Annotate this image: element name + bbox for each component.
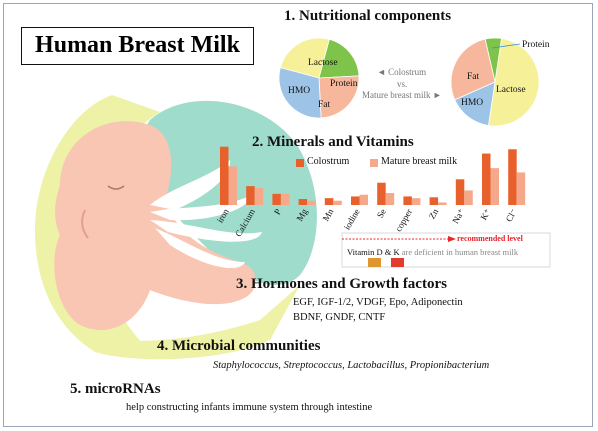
milk-streams [150, 160, 262, 269]
bar-colostrum-3 [298, 199, 308, 205]
baby-body [54, 121, 256, 331]
figure-border [3, 3, 593, 427]
bar-mature-8 [438, 202, 447, 205]
bar-colostrum-1 [246, 186, 255, 205]
vitamin-note-prefix: Vitamin D & K [347, 247, 400, 257]
mature-pie-slice-lactose [487, 38, 540, 127]
pie-mature-hmo-label: HMO [461, 98, 484, 108]
mature-pie-slice-fat [450, 38, 496, 101]
section-microbial: 4. Microbial communities [157, 338, 321, 354]
pie-colostrum-fat-label: Fat [318, 100, 331, 110]
page-title: Human Breast Milk [35, 32, 240, 58]
bar-colostrum-8 [429, 197, 439, 205]
bar-colostrum-2 [272, 193, 281, 205]
hormones-line-2: BDNF, GNDF, CNTF [293, 312, 386, 323]
bar-colostrum-4 [324, 198, 334, 205]
section-micrornas: 5. microRNAs [70, 381, 161, 397]
pie-mature-lactose-label: Lactose [496, 85, 526, 95]
recommended-level-label: recommended level [457, 234, 523, 243]
colostrum-pie-slice-lactose [279, 37, 330, 79]
colostrum-pie-slice-hmo [278, 67, 322, 119]
bar-colostrum-9 [455, 179, 465, 205]
legend-colostrum-label: Colostrum [307, 156, 350, 167]
section-nutritional: 1. Nutritional components [284, 8, 452, 24]
bar-mature-5 [359, 194, 368, 205]
vitamin-note: Vitamin D & K are deficient in human bre… [347, 247, 518, 257]
mature-pie-slice-hmo [454, 81, 496, 126]
bar-mature-0 [228, 166, 237, 205]
bar-mature-6 [385, 193, 395, 205]
bar-tick-label-1: Calcium [233, 207, 257, 238]
baby-eye [107, 185, 125, 190]
mother-lap [75, 285, 300, 360]
microbes-list: Staphylococcus, Streptococcus, Lactobaci… [213, 360, 490, 371]
bar-tick-label-9: Na⁺ [450, 207, 466, 225]
section-hormones: 3. Hormones and Growth factors [236, 276, 447, 292]
bar-tick-label-4: Mn [321, 207, 336, 223]
pie-colostrum-protein-label: Protein [330, 79, 358, 89]
bar-mature-9 [464, 190, 473, 205]
colostrum-pie-slice-protein [318, 38, 360, 79]
pie-mature-protein-label: Protein [522, 40, 550, 50]
bar-tick-label-2: P [272, 207, 283, 216]
bar-mature-3 [307, 200, 316, 205]
bar-tick-label-3: Mg [294, 207, 309, 223]
bar-mature-11 [516, 172, 526, 205]
bar-mature-7 [411, 198, 421, 205]
bar-colostrum-6 [377, 182, 386, 205]
colostrum-pie-slice-fat [318, 75, 360, 119]
bar-mature-2 [280, 193, 290, 205]
legend-mature-label: Mature breast milk [381, 156, 458, 167]
pie-colostrum-lactose-label: Lactose [308, 58, 338, 68]
legend-colostrum-swatch [296, 159, 304, 167]
bar-colostrum-0 [220, 146, 229, 205]
recommended-arrow [448, 236, 456, 242]
section-minerals: 2. Minerals and Vitamins [252, 134, 414, 150]
bar-tick-label-10: K⁺ [478, 207, 492, 222]
title-box: Human Breast Milk [21, 27, 254, 65]
hormones-line-1: EGF, IGF-1/2, VDGF, Epo, Adiponectin [293, 297, 463, 308]
reference-box [341, 232, 551, 268]
bar-tick-label-7: copper [393, 207, 414, 233]
bar-colostrum-11 [508, 149, 517, 205]
bar-mature-4 [333, 200, 342, 205]
bar-colostrum-5 [351, 196, 360, 205]
baby-ear [81, 209, 89, 239]
bar-tick-label-0: iron [215, 207, 231, 225]
pie-mature-fat-label: Fat [467, 72, 480, 82]
bar-tick-label-8: Zn [427, 207, 441, 221]
bar-mature-1 [254, 187, 264, 205]
protein-pointer-line [491, 43, 521, 49]
bar-tick-label-5: iodine [342, 207, 362, 231]
bar-colostrum-7 [403, 196, 412, 205]
legend-mature-swatch [370, 159, 378, 167]
bar-mature-10 [490, 168, 499, 205]
vitamin-d-bar [368, 258, 381, 267]
compare-colostrum: ◄ Colostrum [377, 67, 427, 77]
bar-tick-label-6: Se [375, 207, 388, 220]
vitamin-note-suffix: are deficient in human breast milk [399, 247, 519, 257]
micrornas-description: help constructing infants immune system … [126, 402, 373, 413]
compare-vs: vs. [397, 79, 408, 89]
bar-tick-label-11: Cl⁻ [504, 207, 519, 224]
compare-mature: Mature breast milk ► [362, 90, 442, 100]
bar-colostrum-10 [482, 153, 491, 205]
vitamin-k-bar [391, 258, 404, 267]
pie-colostrum-hmo-label: HMO [288, 86, 311, 96]
